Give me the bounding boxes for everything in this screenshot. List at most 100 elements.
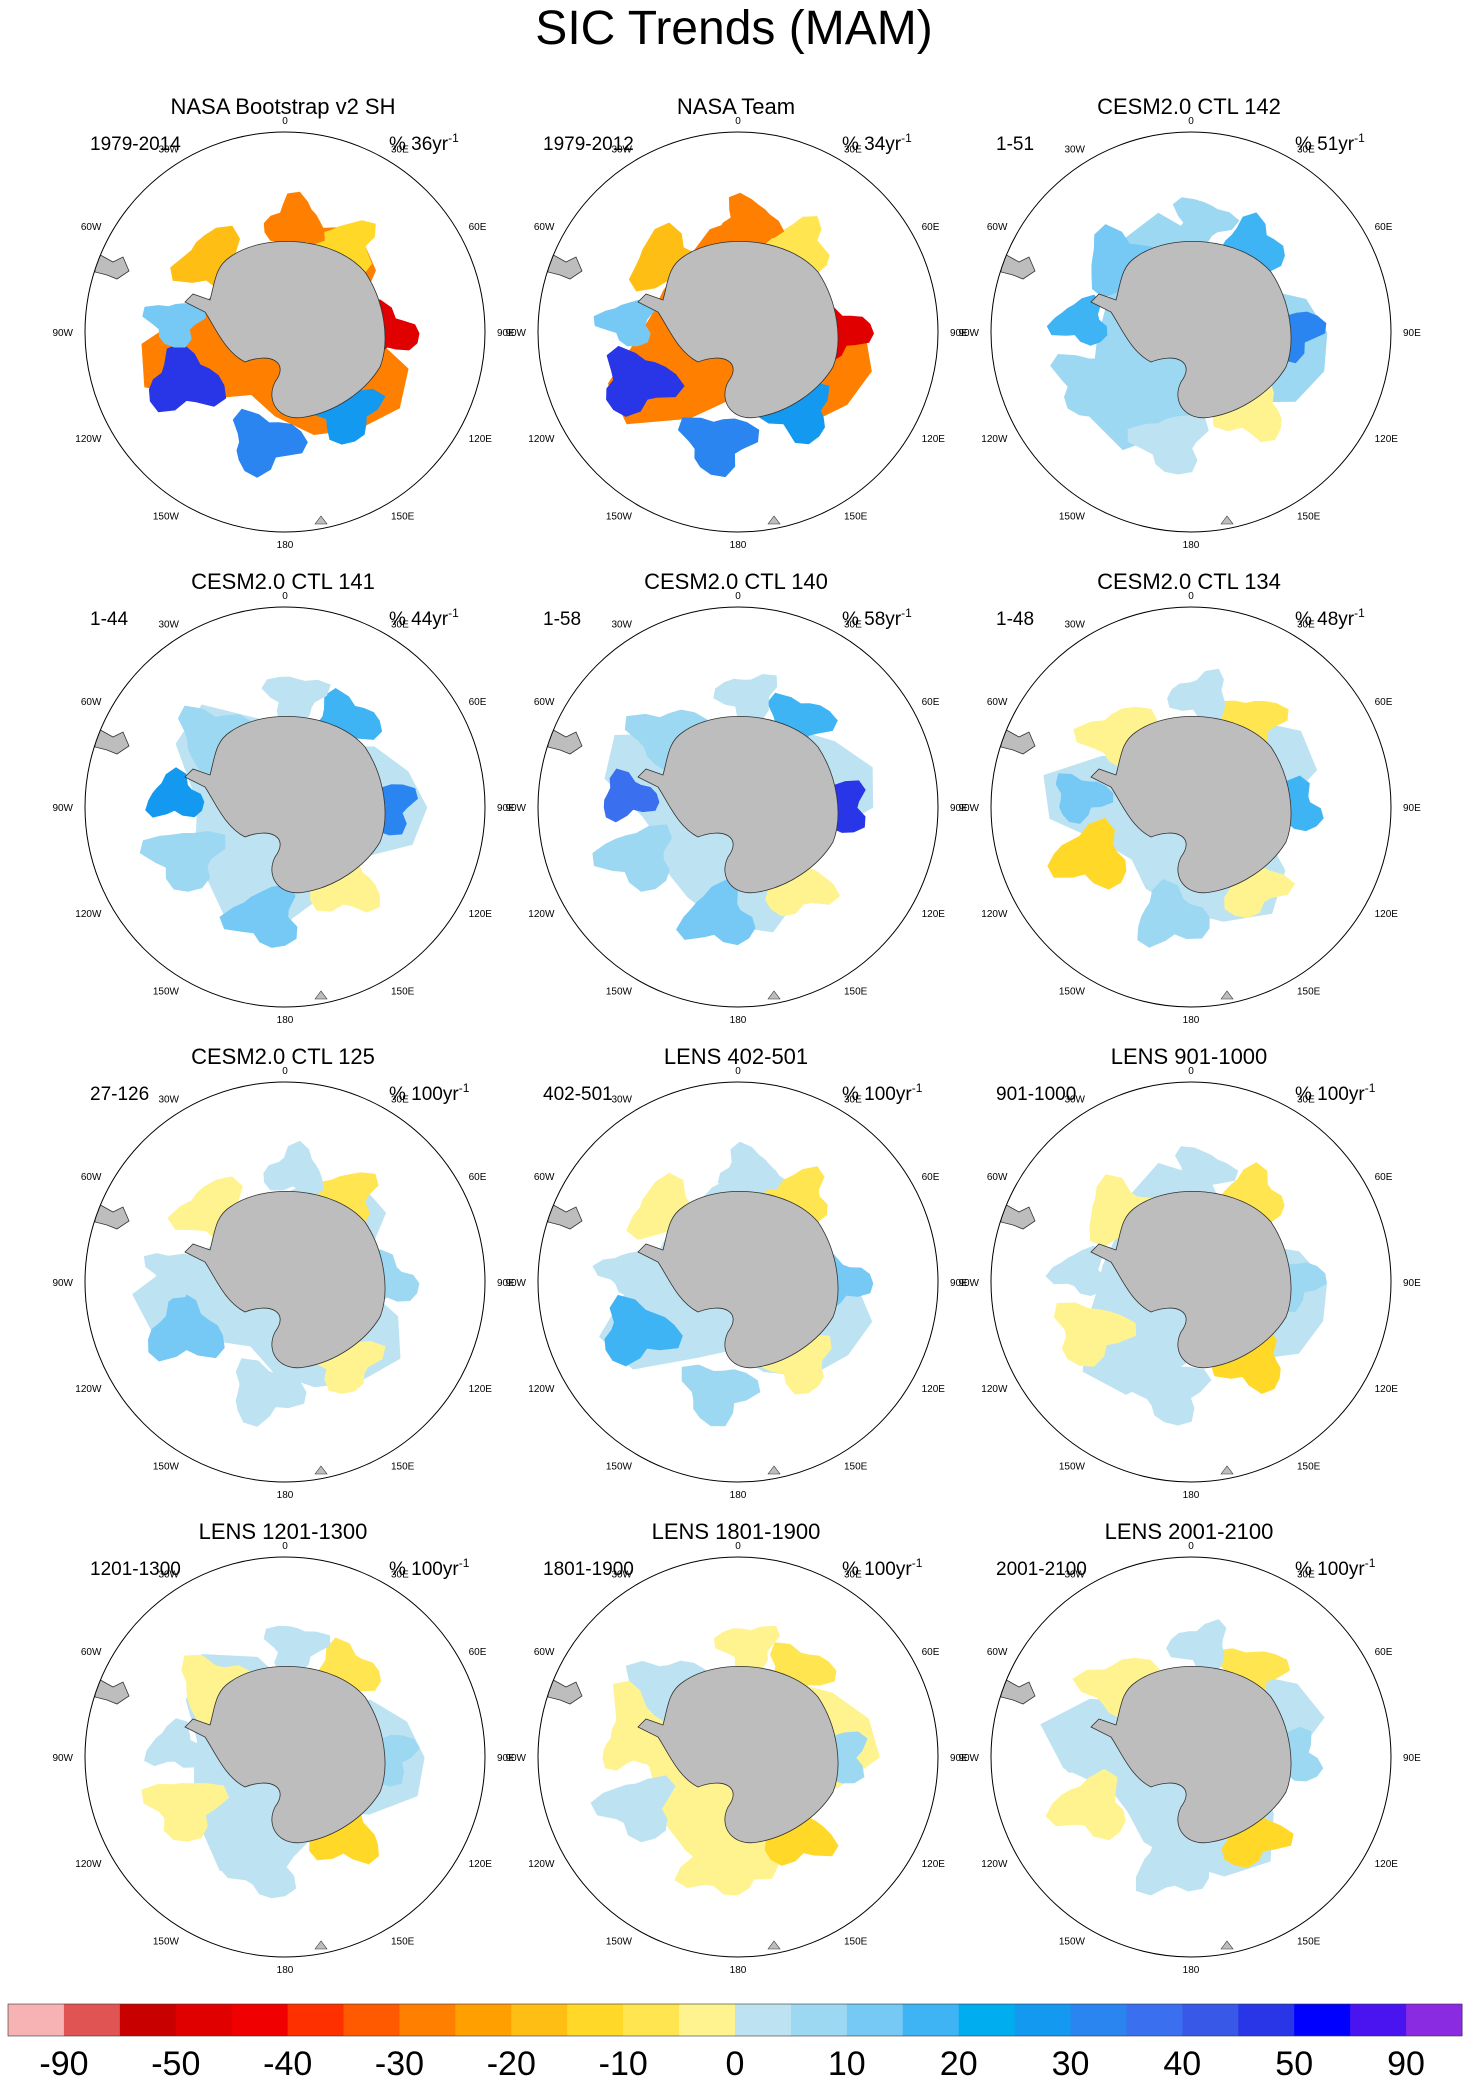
colorbar-swatch (1406, 2004, 1463, 2036)
longitude-label: 180 (277, 1015, 294, 1026)
map-boundary (990, 1556, 1392, 1958)
longitude-label: 120E (922, 434, 946, 445)
longitude-label: 60E (922, 1172, 940, 1183)
south-america-landmass (94, 1676, 130, 1705)
south-america-landmass (547, 1676, 583, 1705)
longitude-label: 60E (469, 1647, 487, 1658)
longitude-label: 120E (469, 909, 493, 920)
map-panel: LENS 901-1000 901-1000 % 100yr-1 0 30E 60E 90E… (958, 1044, 1421, 1501)
longitude-label: 60W (81, 697, 102, 708)
longitude-label: 150W (153, 1937, 180, 1948)
longitude-label: 120E (469, 1859, 493, 1870)
antarctica-landmass (1090, 241, 1292, 419)
longitude-label: 60E (922, 1647, 940, 1658)
longitude-label: 150W (606, 1462, 633, 1473)
map-panel: LENS 2001-2100 2001-2100 % 100yr-1 0 30E 60E 9… (958, 1519, 1421, 1976)
colorbar-swatch (846, 2004, 904, 2036)
longitude-label: 60E (922, 222, 940, 233)
longitude-label: 150E (391, 1937, 415, 1948)
longitude-label: 180 (730, 540, 747, 551)
longitude-label: 0 (282, 1541, 288, 1552)
panel-title: LENS 1201-1300 (199, 1519, 368, 1544)
colorbar-swatch (1294, 2004, 1351, 2036)
sea-ice-field (1000, 197, 1328, 525)
sic-trend-patch (1172, 197, 1240, 248)
panel-unit: % 100yr-1 (389, 1081, 470, 1105)
panel-period: 901-1000 (996, 1084, 1076, 1105)
longitude-label: 60W (81, 222, 102, 233)
longitude-label: 90E (497, 1278, 515, 1289)
longitude-label: 150W (1059, 512, 1086, 523)
longitude-label: 90W (958, 1753, 979, 1764)
longitude-label: 150W (606, 1937, 633, 1948)
map-panel: CESM2.0 CTL 140 1-58 % 58yr-1 0 30E 60E 90E 120… (505, 569, 968, 1026)
map-boundary (990, 606, 1392, 1008)
south-america-landmass (1000, 1201, 1036, 1230)
longitude-label: 30W (1064, 144, 1085, 155)
longitude-label: 120W (75, 434, 102, 445)
longitude-label: 60W (81, 1647, 102, 1658)
sic-trend-patch (263, 191, 325, 245)
panel-title: LENS 2001-2100 (1105, 1519, 1274, 1544)
longitude-label: 60W (987, 1172, 1008, 1183)
sic-trend-patch (677, 417, 760, 478)
longitude-label: 90W (52, 1278, 73, 1289)
longitude-label: 120E (1375, 1859, 1399, 1870)
longitude-label: 90E (950, 1278, 968, 1289)
panel-title: LENS 402-501 (664, 1044, 808, 1069)
longitude-label: 0 (1188, 116, 1194, 127)
longitude-label: 0 (1188, 591, 1194, 602)
longitude-label: 90W (958, 328, 979, 339)
longitude-label: 120E (469, 1384, 493, 1395)
colorbar-swatch (1238, 2004, 1295, 2036)
sic-trend-patch (261, 676, 331, 725)
antarctica-landmass (1090, 716, 1292, 894)
colorbar-tick-label: 0 (726, 2045, 745, 2082)
longitude-label: 90W (52, 1753, 73, 1764)
sic-trend-patch (592, 1251, 658, 1297)
panel-unit: % 51yr-1 (1295, 131, 1365, 155)
colorbar-swatch (8, 2004, 65, 2036)
panel-title: LENS 901-1000 (1111, 1044, 1268, 1069)
sic-trend-patch (148, 1291, 225, 1362)
sic-trend-patch (143, 1253, 208, 1299)
sic-trend-patch (1174, 1146, 1239, 1198)
sic-trend-patch (309, 1800, 379, 1865)
longitude-label: 60E (1375, 222, 1393, 233)
longitude-label: 180 (1183, 1490, 1200, 1501)
longitude-label: 90W (505, 1278, 526, 1289)
map-panel: NASA Team 1979-2012 % 34yr-1 0 30E 60E 90E 120E… (505, 94, 968, 551)
longitude-label: 60W (987, 697, 1008, 708)
map-boundary (537, 131, 939, 533)
longitude-label: 120E (1375, 1384, 1399, 1395)
map-panel: CESM2.0 CTL 142 1-51 % 51yr-1 0 30E 60E 90E 120… (958, 94, 1421, 551)
sea-ice-field (94, 1140, 420, 1475)
colorbar: -90 -50 -40 -30 -20 -10 0 10 20 30 40 50 90 (7, 2003, 1463, 2082)
sic-trend-patch (590, 1775, 676, 1843)
sic-trend-patch (606, 345, 685, 417)
sic-trend-patch (218, 1835, 299, 1899)
colorbar-tick-label: -90 (39, 2045, 88, 2082)
island-landmass (314, 515, 328, 525)
longitude-label: 30W (1064, 619, 1085, 630)
longitude-label: 90W (505, 803, 526, 814)
colorbar-swatch (1182, 2004, 1239, 2036)
longitude-label: 90E (1403, 1278, 1421, 1289)
south-america-landmass (1000, 726, 1036, 755)
panel-period: 1-44 (90, 609, 128, 630)
antarctica-landmass (184, 716, 386, 894)
longitude-label: 30E (1297, 619, 1315, 630)
colorbar-tick-label: -30 (375, 2045, 424, 2082)
panel-grid: NASA Bootstrap v2 SH 1979-2014 % 36yr-1 0 30… (52, 94, 1421, 1976)
south-america-landmass (94, 251, 130, 280)
longitude-label: 120W (75, 909, 102, 920)
longitude-label: 60E (469, 222, 487, 233)
longitude-label: 120W (528, 1859, 555, 1870)
longitude-label: 90E (1403, 1753, 1421, 1764)
longitude-label: 180 (1183, 1965, 1200, 1976)
island-landmass (314, 990, 328, 1000)
colorbar-swatch (175, 2004, 233, 2036)
longitude-label: 150W (153, 987, 180, 998)
south-america-landmass (94, 726, 130, 755)
